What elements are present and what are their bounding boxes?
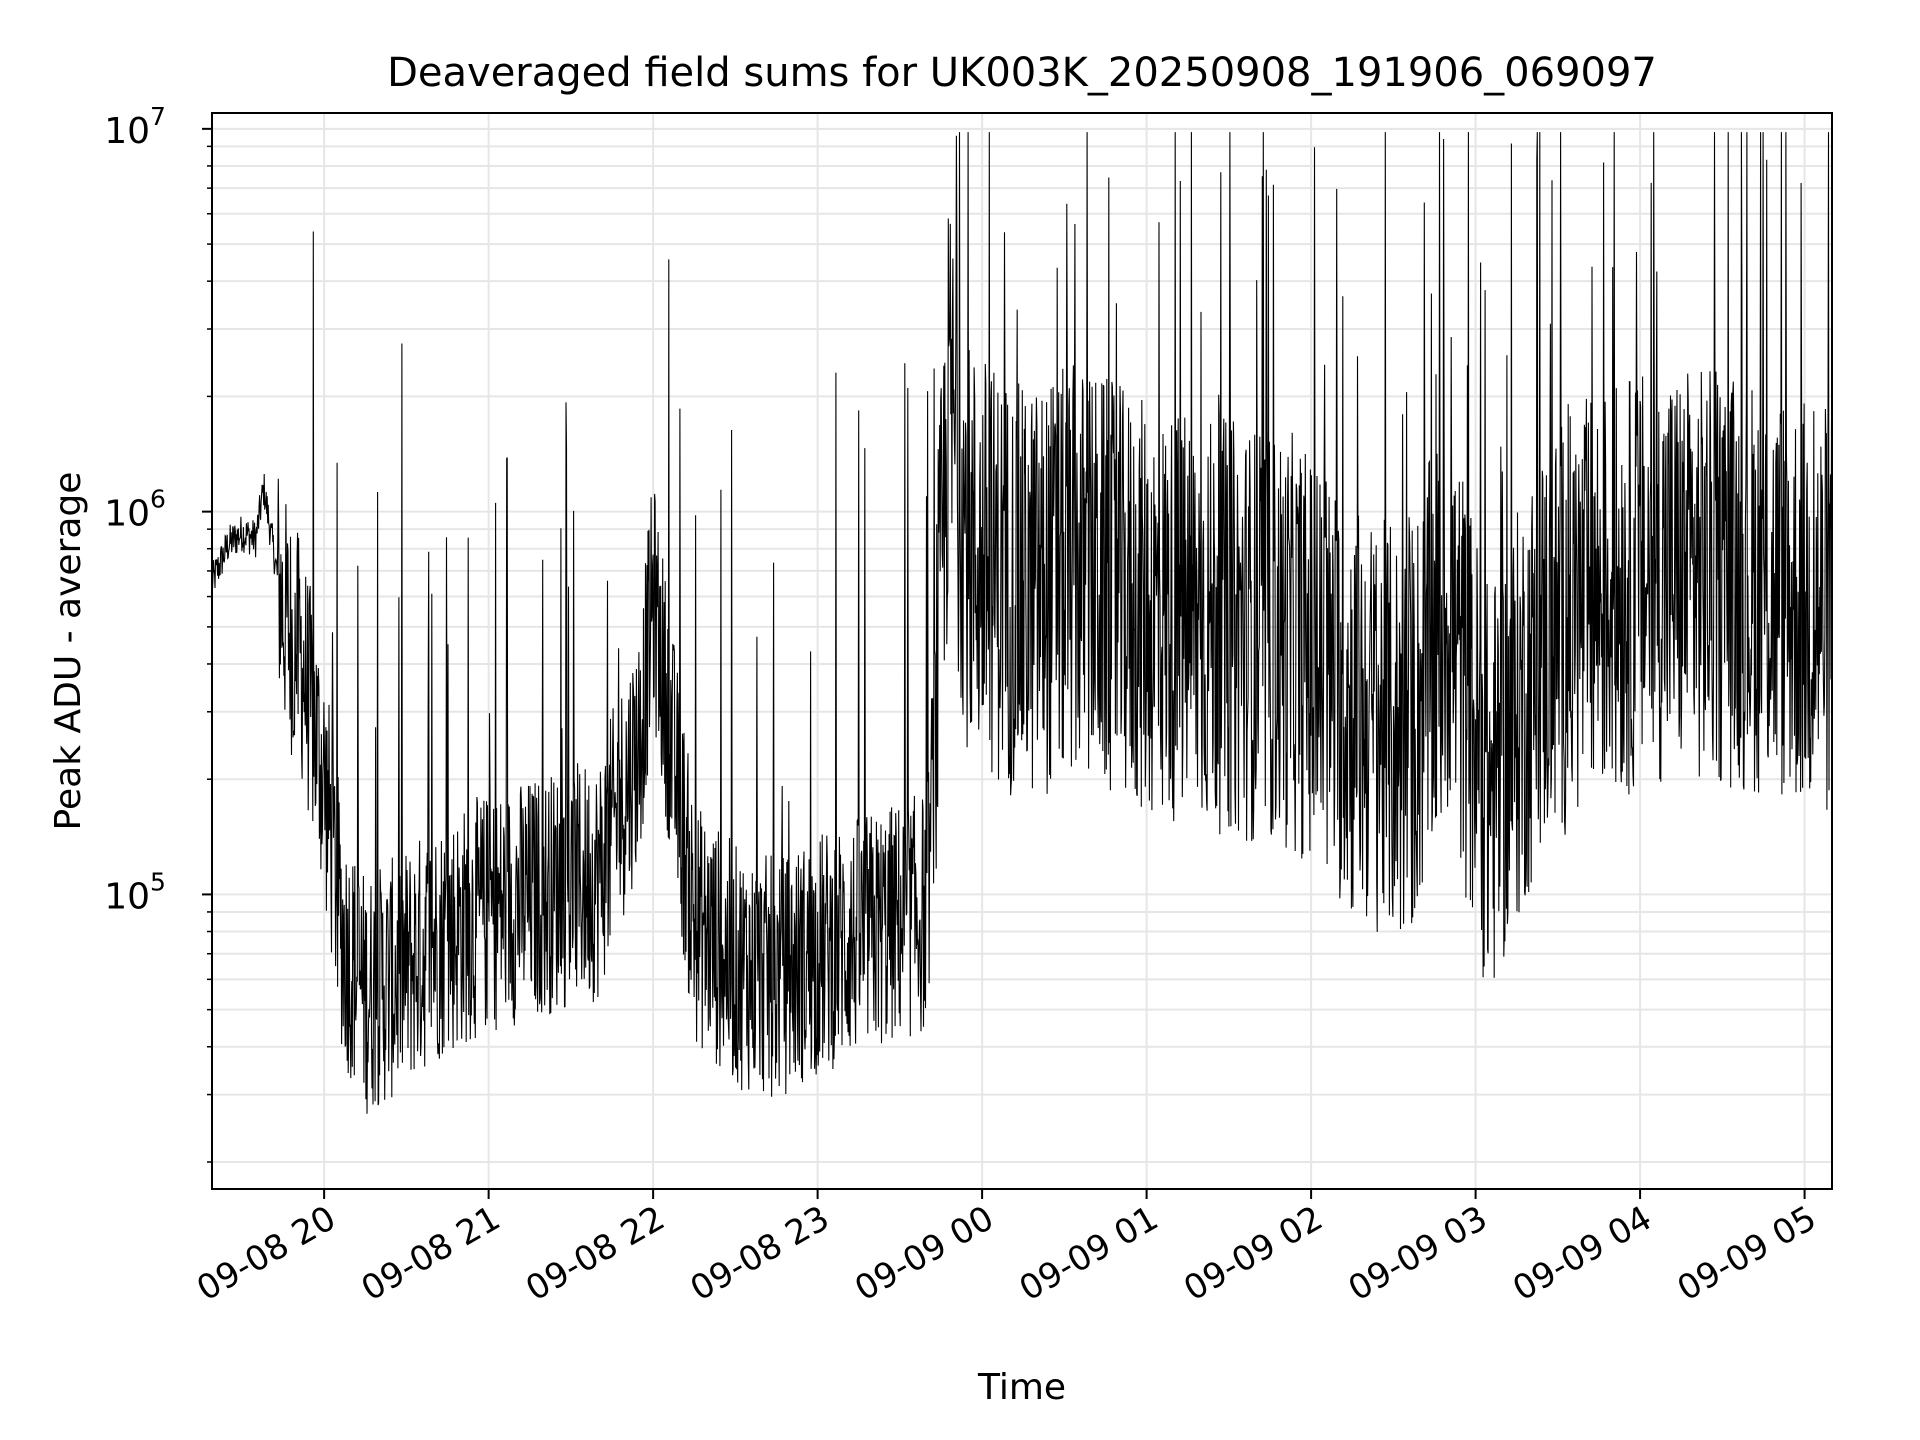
y-tick-exponent: 5 <box>150 867 166 896</box>
series-line <box>211 132 1833 1114</box>
x-axis-label: Time <box>977 1367 1066 1408</box>
y-tick-label: 10 <box>104 494 150 535</box>
plot-frame <box>211 112 1833 1190</box>
y-tick-label: 10 <box>104 876 150 917</box>
y-tick-exponent: 7 <box>150 102 166 131</box>
y-axis-label: Peak ADU - average <box>48 472 89 831</box>
y-tick-exponent: 6 <box>150 485 166 514</box>
y-tick-label: 10 <box>104 111 150 152</box>
chart-title: Deaveraged field sums for UK003K_2025090… <box>387 50 1657 96</box>
